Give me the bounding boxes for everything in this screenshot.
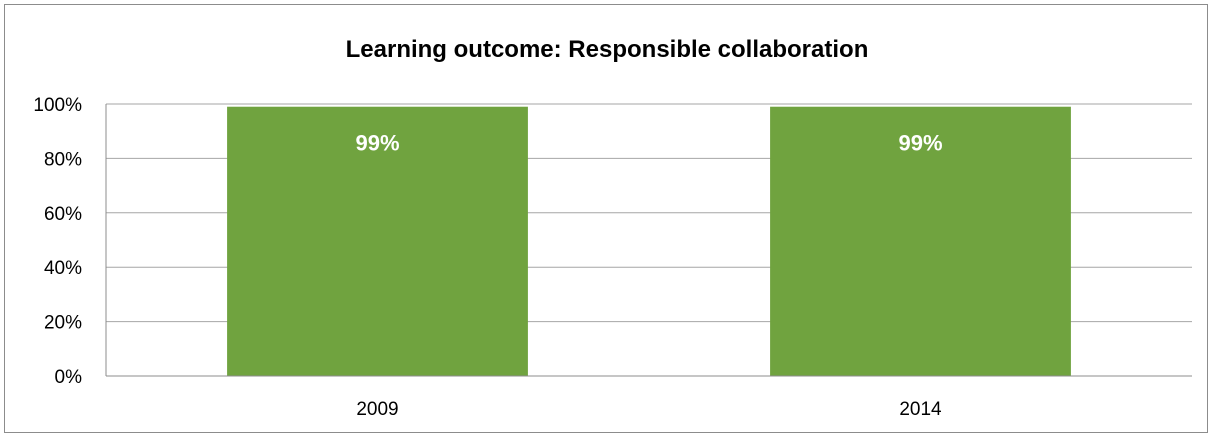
x-tick-label: 2014 [899, 399, 942, 420]
y-tick-label: 100% [33, 95, 82, 116]
y-tick-label: 40% [44, 258, 82, 279]
y-tick-label: 60% [44, 204, 82, 225]
data-label: 99% [355, 131, 399, 156]
x-tick-label: 2009 [356, 399, 398, 420]
y-tick-label: 80% [44, 149, 82, 170]
y-tick-label: 20% [44, 313, 82, 334]
bar [227, 106, 528, 376]
data-label: 99% [898, 131, 942, 156]
y-tick-label: 0% [55, 367, 83, 388]
chart-title: Learning outcome: Responsible collaborat… [345, 36, 869, 63]
bar [770, 106, 1071, 376]
